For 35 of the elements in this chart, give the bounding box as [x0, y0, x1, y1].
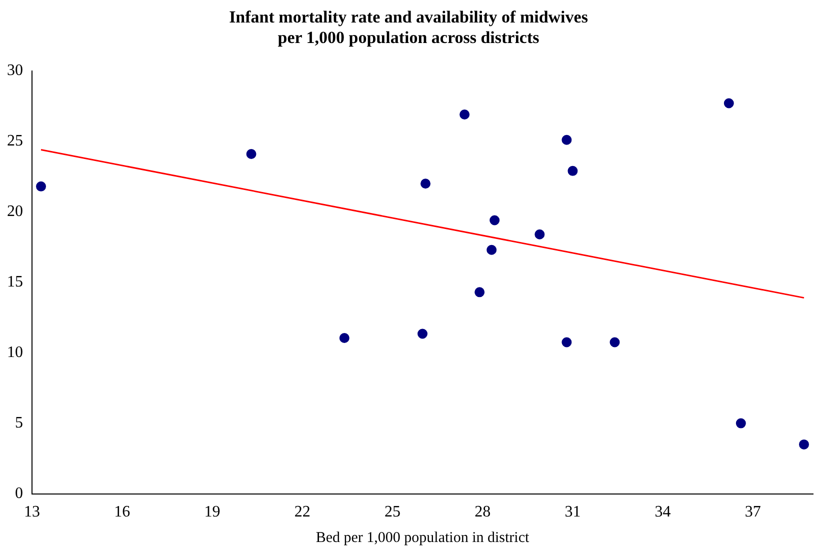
x-tick-label: 22: [294, 504, 310, 521]
x-tick-label: 37: [744, 504, 761, 521]
point: [724, 98, 734, 108]
point: [418, 328, 428, 339]
point: [736, 418, 746, 428]
x-tick-label: 31: [564, 504, 581, 521]
point: [339, 332, 350, 343]
y-tick-label: 10: [7, 344, 23, 362]
x-tick-label: 34: [654, 504, 671, 521]
x-tick-label: 28: [474, 504, 491, 521]
x-axis-title: Bed per 1,000 population in district: [316, 530, 530, 546]
y-tick-label: 0: [15, 485, 23, 502]
chart-title: Infant mortality rate and availability of midwives per 1,000 population across districts: [229, 8, 588, 47]
y-tick-label: 20: [7, 203, 23, 220]
point: [568, 166, 578, 176]
point: [562, 134, 572, 145]
point: [562, 337, 572, 348]
point: [460, 110, 470, 120]
x-tick-label: 13: [24, 504, 40, 521]
y-tick-label: 5: [15, 414, 23, 432]
point: [798, 439, 809, 450]
point: [246, 148, 256, 159]
point: [36, 181, 46, 192]
point: [610, 337, 620, 348]
y-tick-label: 25: [7, 132, 23, 150]
x-tick-label: 25: [384, 504, 400, 521]
y-tick-label: 30: [7, 62, 23, 80]
point: [474, 287, 485, 298]
point: [420, 178, 431, 189]
x-tick-label: 19: [204, 504, 220, 521]
x-tick-label: 16: [114, 504, 130, 521]
point: [534, 229, 545, 240]
point: [490, 215, 500, 226]
y-tick-label: 15: [7, 274, 23, 291]
point: [486, 244, 497, 255]
